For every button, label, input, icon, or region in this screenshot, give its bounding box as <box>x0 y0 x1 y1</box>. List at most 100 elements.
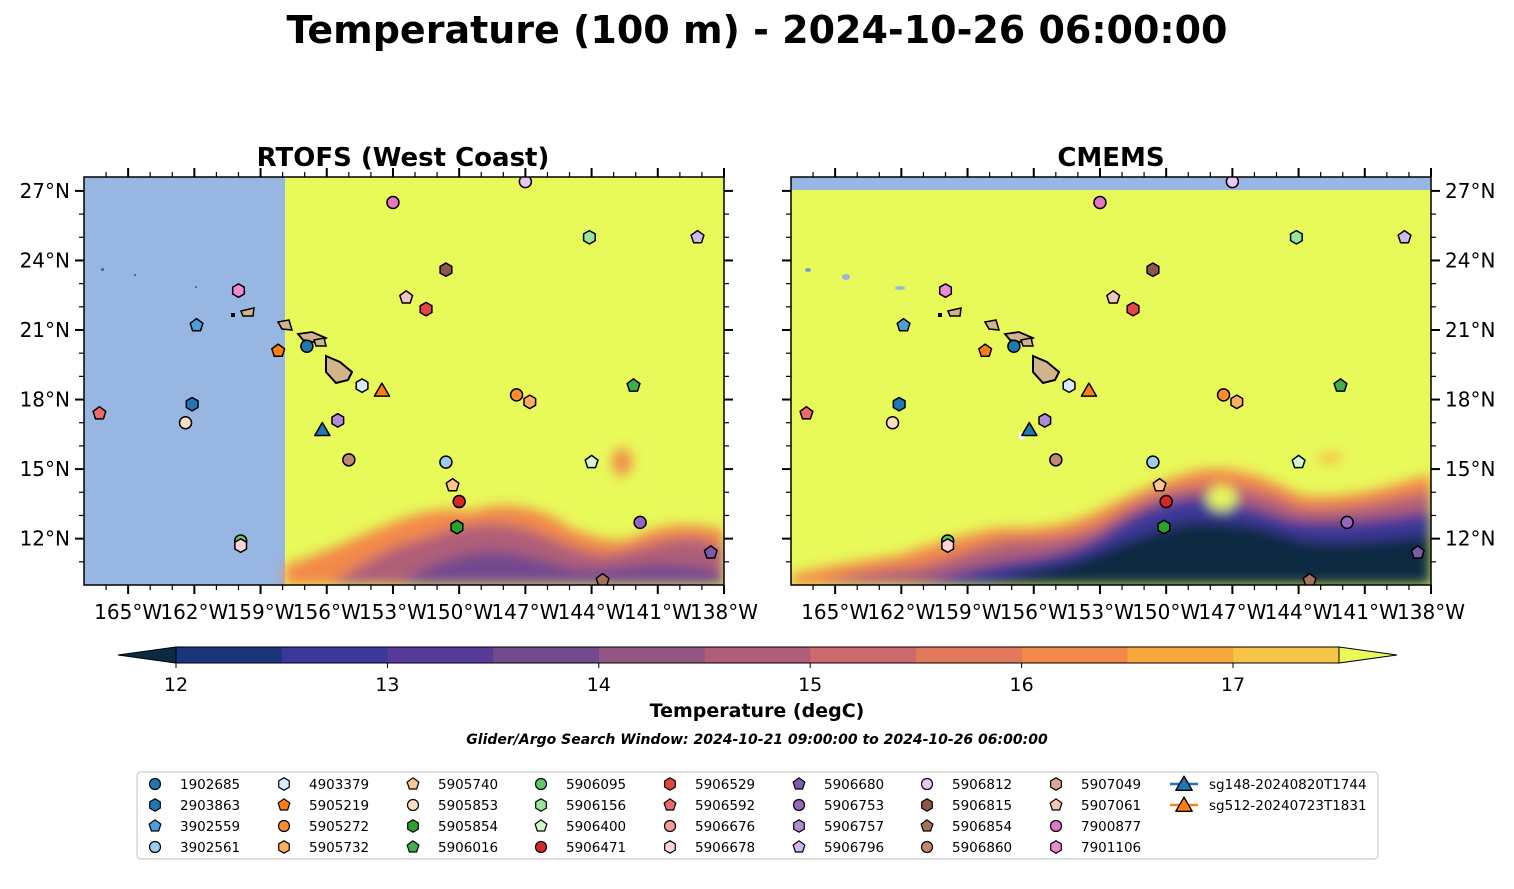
legend-label: 5906812 <box>952 777 1012 793</box>
legend-label: 5906854 <box>952 819 1012 835</box>
ticks-rtofs: 165°W162°W159°W156°W153°W150°W147°W144°W… <box>20 168 758 624</box>
colorbar-tick-label: 17 <box>1221 674 1245 696</box>
legend-item-3902559: 3902559 <box>148 819 240 835</box>
marker-3902559 <box>896 317 911 332</box>
lon-tick-label: 138°W <box>1397 600 1465 624</box>
legend-item-5906471: 5906471 <box>534 840 626 856</box>
legend-item-5906860: 5906860 <box>920 840 1012 856</box>
lat-tick-label: 15°N <box>1445 457 1495 481</box>
figure-title: Temperature (100 m) - 2024-10-26 06:00:0… <box>286 8 1228 52</box>
marker-5906592 <box>799 405 814 420</box>
colorbar: 12 13 14 15 16 17 <box>117 646 1398 696</box>
legend-label: sg512-20240723T1831 <box>1209 798 1367 814</box>
nodata-region <box>84 177 285 585</box>
lon-tick-label: 138°W <box>690 600 758 624</box>
marker-5905853 <box>885 415 900 430</box>
marker-3902561 <box>148 840 162 854</box>
legend-item-5906676: 5906676 <box>663 819 755 835</box>
marker-5905740 <box>406 777 420 790</box>
legend-label: 5906815 <box>952 798 1012 814</box>
lon-tick-label: 165°W <box>94 600 162 624</box>
marker-sg148-20240820t1744 <box>1175 775 1193 791</box>
marker-5906796 <box>792 840 806 853</box>
marker-5905272 <box>1216 388 1231 402</box>
colorbar-tick-label: 14 <box>587 674 611 696</box>
legend-label: 7901106 <box>1081 840 1141 856</box>
legend-item-5906529: 5906529 <box>664 777 755 793</box>
marker-7900877 <box>1049 819 1063 833</box>
marker-5906753 <box>633 515 647 530</box>
marker-3902561 <box>1146 455 1160 469</box>
marker-5905272 <box>277 819 291 833</box>
marker-1902685 <box>300 339 314 353</box>
marker-5906156 <box>582 229 596 245</box>
legend-label: 5905732 <box>309 840 369 856</box>
legend-item-5907061: 5907061 <box>1049 798 1141 814</box>
marker-5906678 <box>941 538 955 554</box>
marker-7901106 <box>231 283 246 299</box>
legend-label: 5906471 <box>566 840 626 856</box>
lat-tick-label: 15°N <box>20 457 70 481</box>
cmems-field <box>791 177 1431 585</box>
marker-5905740 <box>1152 477 1167 492</box>
marker-5906678 <box>664 840 676 854</box>
marker-5906860 <box>342 453 356 467</box>
legend-label: 5907049 <box>1081 777 1141 793</box>
marker-5906156 <box>1289 229 1303 245</box>
legend-label: 4903379 <box>309 777 369 793</box>
colorbar-extend-low <box>117 646 177 664</box>
lon-tick-label: 159°W <box>934 600 1002 624</box>
marker-5906471 <box>534 840 548 854</box>
legend-item-5905219: 5905219 <box>277 798 369 814</box>
marker-5905853 <box>406 798 420 812</box>
legend-label: 5905740 <box>438 777 498 793</box>
colorbar-tick-label: 15 <box>798 674 822 696</box>
legend-item-5905854: 5905854 <box>407 819 498 835</box>
legend-item-7900877: 7900877 <box>1049 819 1141 835</box>
legend-box <box>136 771 1379 860</box>
nodata-strip <box>791 177 1431 190</box>
legend-item-1902685: 1902685 <box>148 777 240 793</box>
legend-item-5905272: 5905272 <box>277 819 369 835</box>
legend-label: 5906796 <box>824 840 884 856</box>
marker-5905219 <box>978 343 993 358</box>
islands <box>101 268 354 385</box>
colorbar-bin <box>493 647 600 663</box>
marker-5907061 <box>1106 290 1121 304</box>
legend-item-5905740: 5905740 <box>406 777 498 793</box>
panel-title-cmems: CMEMS <box>1057 143 1164 173</box>
legend-item-5906400: 5906400 <box>534 819 626 835</box>
marker-1902685 <box>148 777 162 791</box>
marker-5906680 <box>792 777 806 790</box>
marker-5906757 <box>331 412 345 428</box>
legend-label: 5905219 <box>309 798 369 814</box>
legend-item-2903863: 2903863 <box>149 798 240 814</box>
legend-label: 5905272 <box>309 819 369 835</box>
marker-sg148-20240820t1744 <box>1021 421 1038 437</box>
legend-item-5906678: 5906678 <box>664 840 755 856</box>
legend-label: 5906592 <box>695 798 755 814</box>
marker-5906592 <box>663 798 677 811</box>
marker-5906753 <box>792 798 806 812</box>
marker-5906156 <box>535 798 547 812</box>
lon-tick-label: 156°W <box>293 600 361 624</box>
colorbar-bin <box>281 647 388 663</box>
marker-5906471 <box>1159 494 1173 509</box>
marker-5905853 <box>178 415 193 430</box>
marker-7901106 <box>1050 840 1062 854</box>
frame-rtofs <box>83 176 725 586</box>
cold-tongue <box>285 448 724 585</box>
marker-sg512-20240723t1831 <box>1175 796 1193 812</box>
panel-rtofs: RTOFS (West Coast) <box>20 143 759 624</box>
marker-5906757 <box>1038 412 1052 428</box>
marker-5906812 <box>920 777 934 791</box>
lat-tick-label: 27°N <box>1445 179 1495 203</box>
legend-label: 5906529 <box>695 777 755 793</box>
lat-tick-label: 21°N <box>1445 318 1495 342</box>
marker-7900877 <box>1093 195 1107 210</box>
marker-3902559 <box>189 317 204 332</box>
legend: 1902685 2903863 3902559 3902561 4903379 59052… <box>148 775 1367 856</box>
legend-label: 5906860 <box>952 840 1012 856</box>
marker-5905272 <box>509 388 524 402</box>
marker-5906812 <box>1225 177 1240 189</box>
